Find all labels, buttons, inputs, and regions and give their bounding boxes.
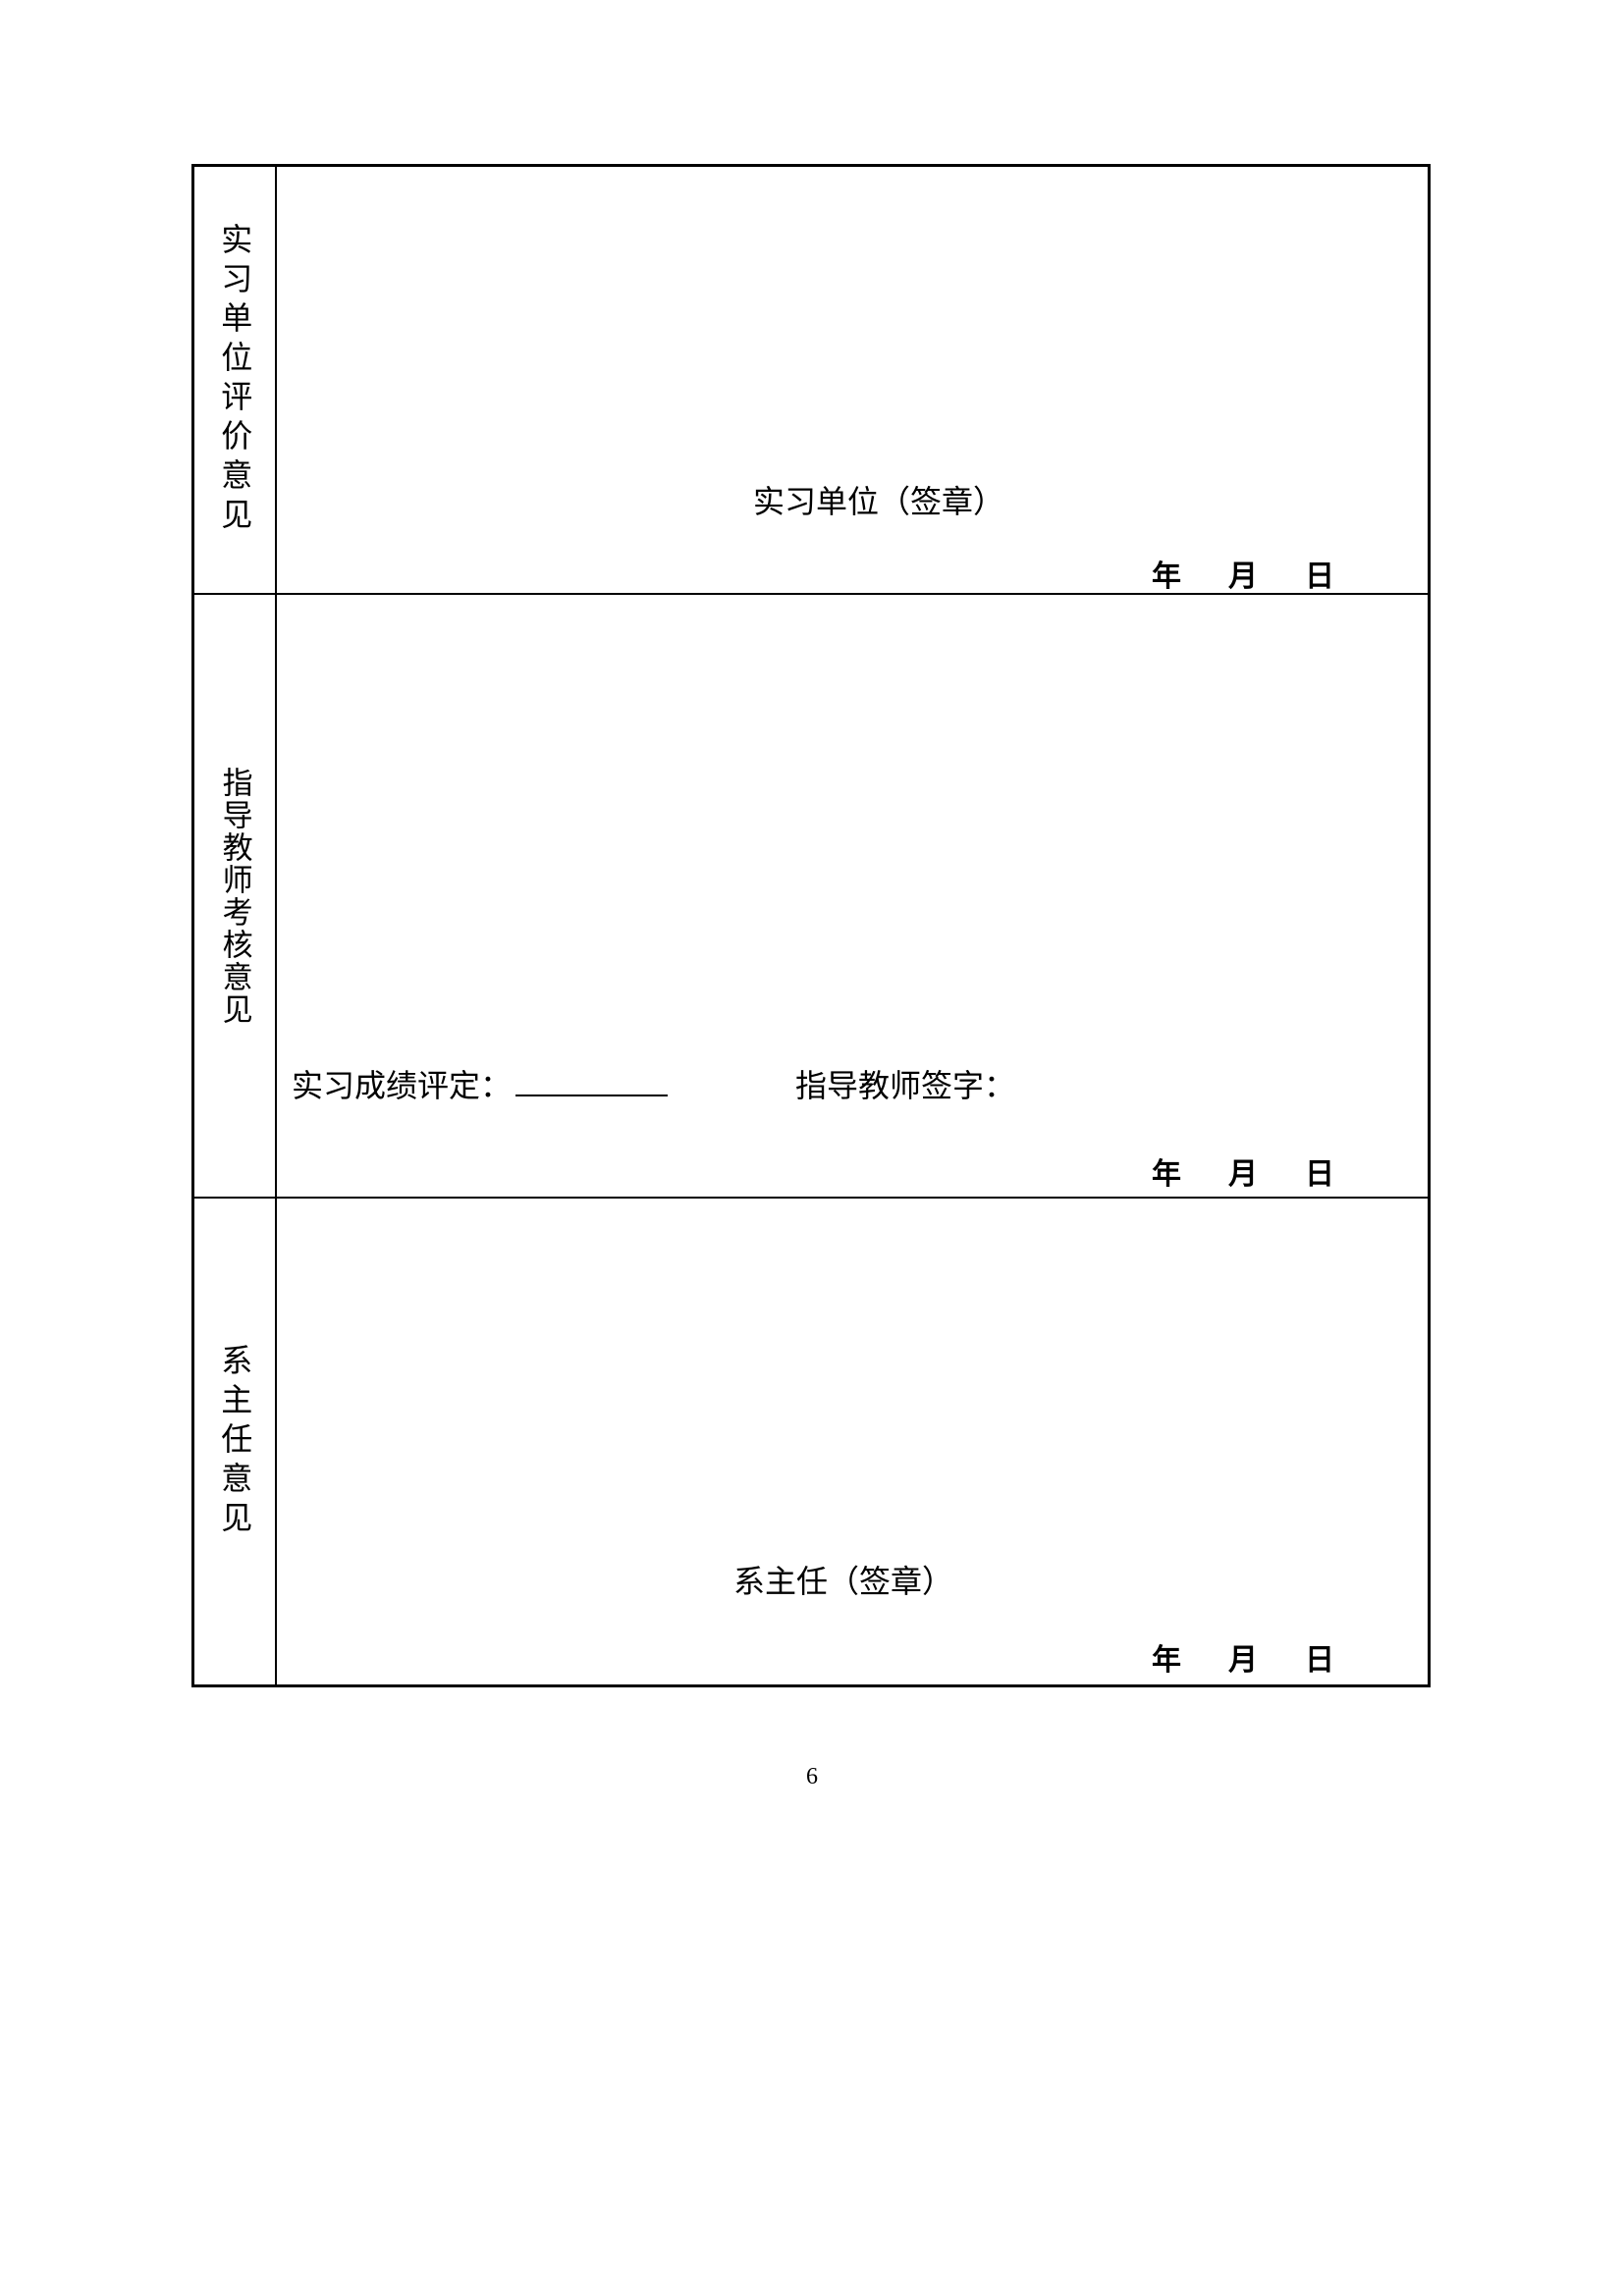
row-teacher: 指导教师考核意见 实习成绩评定： 指导教师签字： 年 月 日 bbox=[194, 595, 1428, 1199]
label-cell-2: 指导教师考核意见 bbox=[194, 595, 277, 1197]
date-year-1: 年 bbox=[1152, 552, 1181, 595]
grade-label: 实习成绩评定： bbox=[292, 1061, 512, 1106]
date-day-3: 日 bbox=[1305, 1635, 1334, 1679]
date-line-2: 年 月 日 bbox=[1152, 1149, 1334, 1193]
date-month-1: 月 bbox=[1228, 552, 1258, 595]
date-day-1: 日 bbox=[1305, 552, 1334, 595]
date-year-3: 年 bbox=[1152, 1635, 1181, 1679]
label-cell-1: 实习单位评价意见 bbox=[194, 167, 277, 593]
page-number: 6 bbox=[806, 1764, 818, 1790]
date-month-2: 月 bbox=[1228, 1149, 1258, 1193]
signature-label-1: 实习单位（签章） bbox=[753, 477, 1004, 522]
content-cell-1: 实习单位（签章） 年 月 日 bbox=[277, 167, 1428, 593]
form-table: 实习单位评价意见 实习单位（签章） 年 月 日 指导教师考核意见 实习成绩评定：… bbox=[191, 164, 1431, 1687]
date-month-3: 月 bbox=[1228, 1635, 1258, 1679]
date-year-2: 年 bbox=[1152, 1149, 1181, 1193]
grade-line: 实习成绩评定： 指导教师签字： bbox=[292, 1061, 1015, 1106]
date-line-1: 年 月 日 bbox=[1152, 552, 1334, 595]
date-line-3: 年 月 日 bbox=[1152, 1635, 1334, 1679]
row-label-1: 实习单位评价意见 bbox=[216, 223, 253, 537]
row-label-3: 系主任意见 bbox=[216, 1344, 253, 1540]
row-dean: 系主任意见 系主任（签章） 年 月 日 bbox=[194, 1199, 1428, 1684]
teacher-sign-label: 指导教师签字： bbox=[795, 1061, 1015, 1106]
row-label-2: 指导教师考核意见 bbox=[216, 767, 252, 1026]
date-day-2: 日 bbox=[1305, 1149, 1334, 1193]
content-cell-2: 实习成绩评定： 指导教师签字： 年 月 日 bbox=[277, 595, 1428, 1197]
content-cell-3: 系主任（签章） 年 月 日 bbox=[277, 1199, 1428, 1684]
grade-underline[interactable] bbox=[515, 1095, 668, 1096]
label-cell-3: 系主任意见 bbox=[194, 1199, 277, 1684]
signature-label-3: 系主任（签章） bbox=[733, 1557, 953, 1602]
row-internship-unit: 实习单位评价意见 实习单位（签章） 年 月 日 bbox=[194, 167, 1428, 595]
